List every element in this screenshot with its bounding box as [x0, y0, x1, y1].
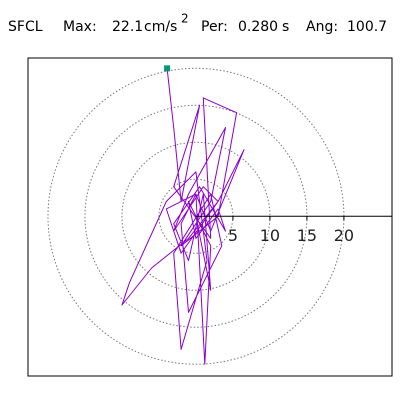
period-unit: s — [282, 19, 289, 35]
max-value: 22.1 — [112, 19, 143, 35]
x-tick-label: 5 — [228, 226, 238, 245]
max-unit-power: 2 — [181, 12, 189, 26]
period-value: 0.280 — [238, 19, 278, 35]
plot-frame — [27, 57, 393, 377]
x-tick-label: 10 — [260, 226, 280, 245]
x-tick-label: 20 — [334, 226, 354, 245]
max-unit: cm/s — [144, 19, 177, 35]
station: SFCL — [8, 19, 43, 35]
orbit-trace — [121, 68, 245, 365]
angle-label: Ang: — [306, 19, 338, 35]
period-label: Per: — [201, 19, 228, 35]
x-tick-label: 15 — [297, 226, 317, 245]
max-label: Max: — [63, 19, 97, 35]
angle-value: 100.7 — [347, 19, 387, 35]
max-marker — [164, 65, 171, 72]
